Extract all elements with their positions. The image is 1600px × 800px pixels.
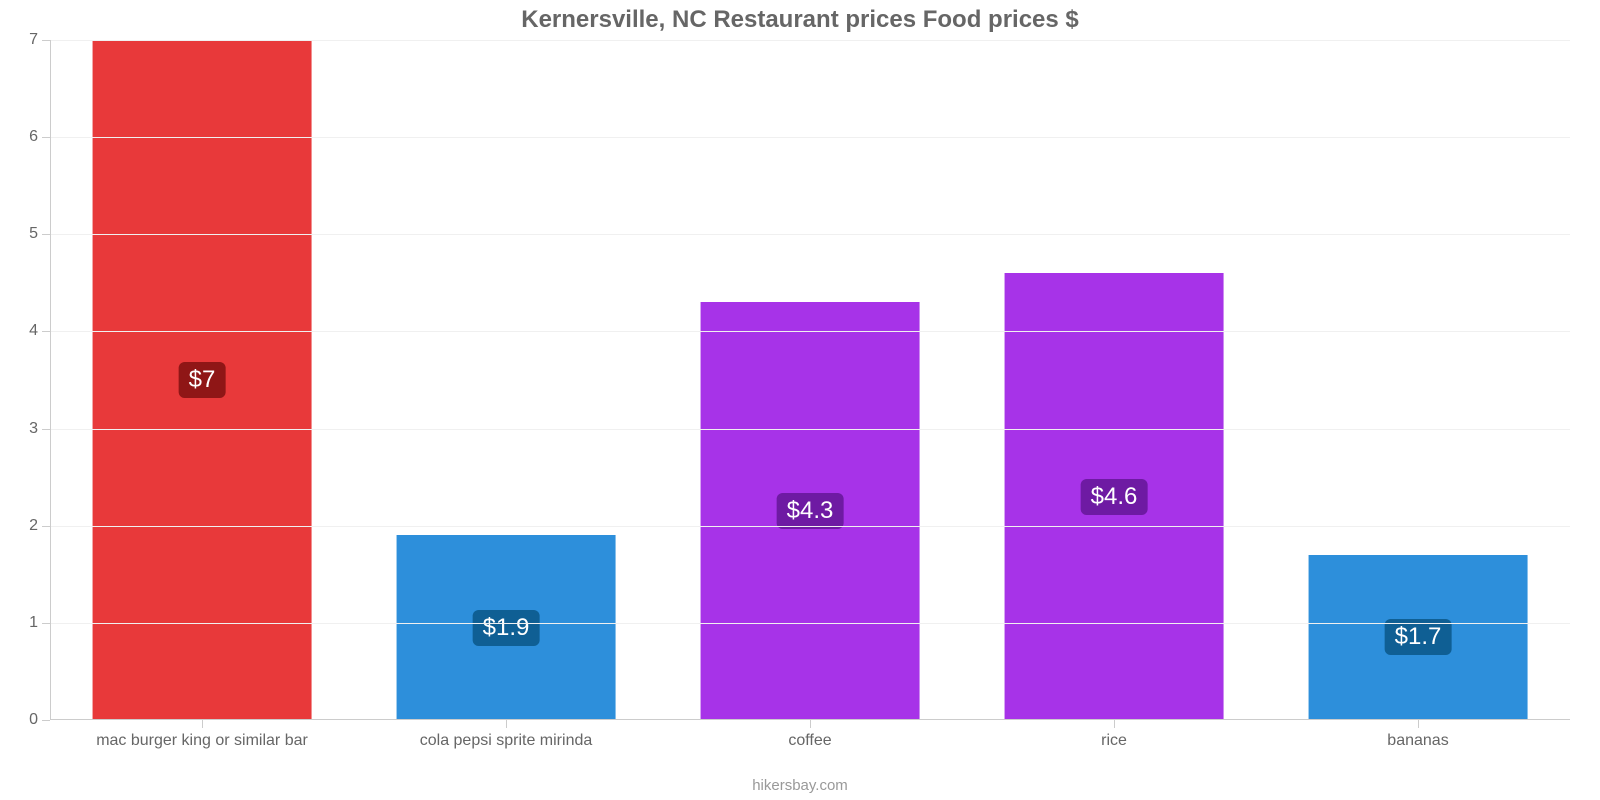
y-tick: [42, 234, 50, 235]
x-tick: [1418, 720, 1419, 728]
x-tick: [506, 720, 507, 728]
chart-footer: hikersbay.com: [0, 777, 1600, 794]
bar-slot: $4.3coffee: [658, 40, 962, 720]
plot-area: $7mac burger king or similar bar$1.9cola…: [50, 40, 1570, 720]
bar-slot: $4.6rice: [962, 40, 1266, 720]
y-tick-label: 1: [29, 614, 38, 632]
x-tick-label: mac burger king or similar bar: [96, 732, 308, 750]
y-tick-label: 7: [29, 31, 38, 49]
bar-slot: $1.7bananas: [1266, 40, 1570, 720]
y-tick-label: 6: [29, 128, 38, 146]
gridline: [50, 623, 1570, 624]
x-tick-label: coffee: [788, 732, 831, 750]
y-tick: [42, 429, 50, 430]
x-axis-line: [50, 719, 1570, 720]
y-tick: [42, 526, 50, 527]
bars-layer: $7mac burger king or similar bar$1.9cola…: [50, 40, 1570, 720]
value-badge: $1.7: [1385, 619, 1452, 655]
value-badge: $7: [179, 362, 226, 398]
bar-slot: $7mac burger king or similar bar: [50, 40, 354, 720]
x-tick: [1114, 720, 1115, 728]
y-tick-label: 5: [29, 225, 38, 243]
x-tick: [202, 720, 203, 728]
gridline: [50, 526, 1570, 527]
value-badge: $1.9: [473, 610, 540, 646]
y-tick: [42, 40, 50, 41]
gridline: [50, 429, 1570, 430]
chart-title: Kernersville, NC Restaurant prices Food …: [0, 6, 1600, 34]
y-tick: [42, 137, 50, 138]
x-tick: [810, 720, 811, 728]
y-tick: [42, 720, 50, 721]
y-tick-label: 4: [29, 322, 38, 340]
y-tick: [42, 331, 50, 332]
gridline: [50, 137, 1570, 138]
x-tick-label: rice: [1101, 732, 1127, 750]
x-tick-label: bananas: [1387, 732, 1448, 750]
y-tick: [42, 623, 50, 624]
value-badge: $4.6: [1081, 479, 1148, 515]
gridline: [50, 331, 1570, 332]
gridline: [50, 234, 1570, 235]
value-badge: $4.3: [777, 493, 844, 529]
y-tick-label: 2: [29, 517, 38, 535]
y-tick-label: 3: [29, 420, 38, 438]
chart-container: Kernersville, NC Restaurant prices Food …: [0, 0, 1600, 800]
bar-slot: $1.9cola pepsi sprite mirinda: [354, 40, 658, 720]
y-axis-line: [50, 40, 51, 720]
gridline: [50, 40, 1570, 41]
x-tick-label: cola pepsi sprite mirinda: [420, 732, 593, 750]
y-tick-label: 0: [29, 711, 38, 729]
